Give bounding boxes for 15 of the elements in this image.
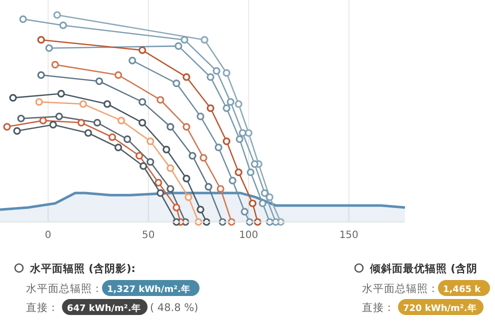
x-tick-label: 0 [44, 230, 52, 241]
x-tick-label: 150 [339, 230, 358, 241]
text: 水平面辐照 (含阴影): [29, 262, 136, 275]
text: 水平面总辐照 : [26, 282, 99, 295]
text: 1,327 kWh/m².年 [107, 284, 190, 295]
text: 水平面总辐照 : [362, 282, 435, 295]
x-tick-label: 100 [239, 230, 258, 241]
text: 1,465 k [443, 285, 482, 295]
text: 倾斜面最优辐照 (含阴 [369, 262, 478, 275]
x-tick-label: 50 [142, 230, 155, 241]
text: 直接 : [362, 301, 391, 314]
text: 直接 : [26, 301, 55, 314]
text: 647 kWh/m².年 [67, 303, 140, 314]
text: 720 kWh/m².年 [403, 303, 476, 314]
text: ( 48.8 %) [150, 302, 198, 314]
